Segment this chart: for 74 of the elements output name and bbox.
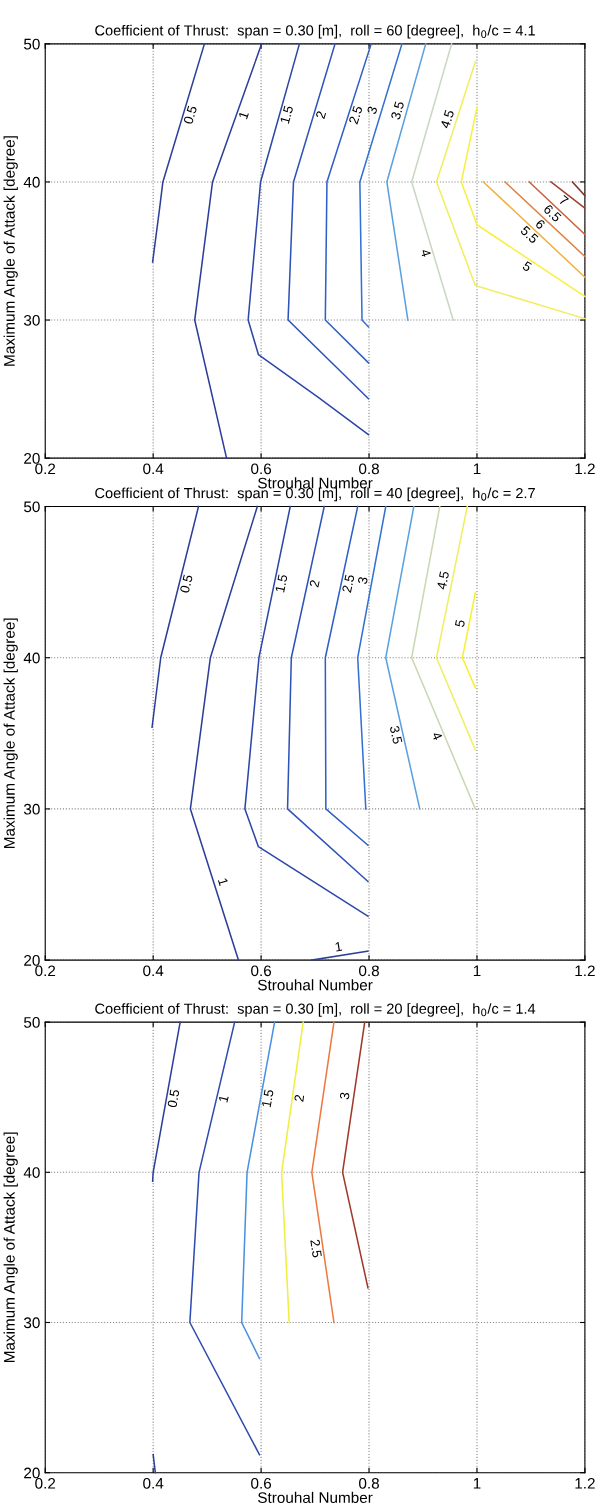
text: 1.5: [280, 105, 294, 124]
y-axis-title: Maximum Angle of Attack [degree]: [3, 136, 18, 366]
line-series: [286, 505, 369, 883]
text: 2: [315, 110, 327, 120]
text: 0.5: [167, 1089, 180, 1108]
x-tick-label: 0.8: [359, 463, 379, 475]
text: 3.5: [390, 100, 405, 121]
text: 1: [217, 877, 229, 887]
text: 4: [420, 248, 432, 258]
text: 2.5: [348, 105, 363, 125]
y-tick-label: 40: [23, 176, 40, 188]
line-series: [240, 1021, 276, 1360]
y-tick-label: 30: [23, 1317, 40, 1329]
text: 1: [218, 1094, 229, 1103]
x-tick-label: 0.6: [251, 965, 272, 977]
x-tick-label: 1: [473, 1478, 481, 1489]
y-tick-label: 20: [24, 453, 40, 464]
text: 2.5: [310, 1239, 322, 1258]
line-series: [324, 505, 369, 846]
text: 1.5: [261, 1089, 274, 1108]
text: 4.5: [436, 570, 450, 590]
text: 4.5: [440, 109, 455, 129]
text: 2: [309, 579, 320, 588]
line-series: [435, 61, 586, 320]
x-tick-label: 0.4: [143, 463, 164, 475]
y-tick-label: 50: [23, 1016, 40, 1028]
x-tick-label: 1.2: [575, 965, 595, 977]
x-tick-label: 0.6: [251, 463, 272, 475]
x-tick-label: 0.8: [359, 1477, 379, 1489]
text: 5: [454, 619, 466, 628]
y-axis-title: Maximum Angle of Attack [degree]: [3, 1132, 18, 1363]
x-tick-label: 0.4: [143, 965, 164, 977]
text: 1.5: [275, 574, 288, 593]
text: 3: [357, 576, 368, 585]
y-tick-label: 20: [24, 954, 40, 966]
text: 2: [294, 1094, 305, 1102]
y-tick-label: 50: [23, 38, 40, 50]
line-series: [244, 505, 369, 918]
y-tick-label: 30: [23, 803, 40, 815]
line-series: [151, 43, 206, 263]
x-tick-label: 0.2: [35, 965, 56, 977]
line-series: [460, 106, 586, 298]
x-tick-label: 0.8: [359, 965, 379, 977]
text: 1: [335, 941, 343, 952]
text: 0.5: [183, 105, 198, 125]
x-axis-title: Strouhal Number: [258, 477, 373, 489]
text: 2.5: [341, 574, 355, 593]
x-tick-label: 0.2: [35, 463, 56, 475]
x-tick-label: 0.2: [35, 1477, 56, 1489]
chart-title: Coefficient of Thrust: span = 0.30 [m], roll = 60 [degree], h$_{0}$/c = 4.1: [95, 24, 535, 39]
text: 1: [238, 110, 249, 120]
y-tick-label: 30: [23, 314, 40, 326]
text: 3: [339, 1092, 350, 1100]
x-tick-label: 0.4: [143, 1477, 164, 1489]
x-tick-label: 1.2: [575, 463, 595, 475]
y-tick-label: 40: [23, 652, 40, 664]
y-tick-label: 40: [23, 1167, 40, 1178]
text: 3: [366, 105, 378, 115]
x-axis-title: Strouhal Number: [258, 1491, 373, 1504]
x-tick-label: 1: [473, 965, 481, 977]
text: 4: [431, 731, 443, 741]
text: 5: [521, 260, 533, 272]
x-tick-label: 0.6: [251, 1477, 272, 1489]
x-axis-title: Strouhal Number: [258, 979, 373, 991]
y-tick-label: 50: [23, 501, 40, 513]
x-tick-label: 1.2: [575, 1477, 595, 1489]
y-tick-label: 20: [24, 1467, 40, 1479]
chart-title: Coefficient of Thrust: span = 0.30 [m], roll = 20 [degree], h$_{0}$/c = 1.4: [95, 1003, 536, 1017]
text: 3.5: [389, 725, 403, 745]
text: 7: [558, 195, 569, 206]
text: 0.5: [179, 574, 193, 594]
x-tick-label: 1: [473, 463, 481, 475]
y-axis-title: Maximum Angle of Attack [degree]: [3, 618, 18, 848]
line-series: [189, 1021, 261, 1456]
